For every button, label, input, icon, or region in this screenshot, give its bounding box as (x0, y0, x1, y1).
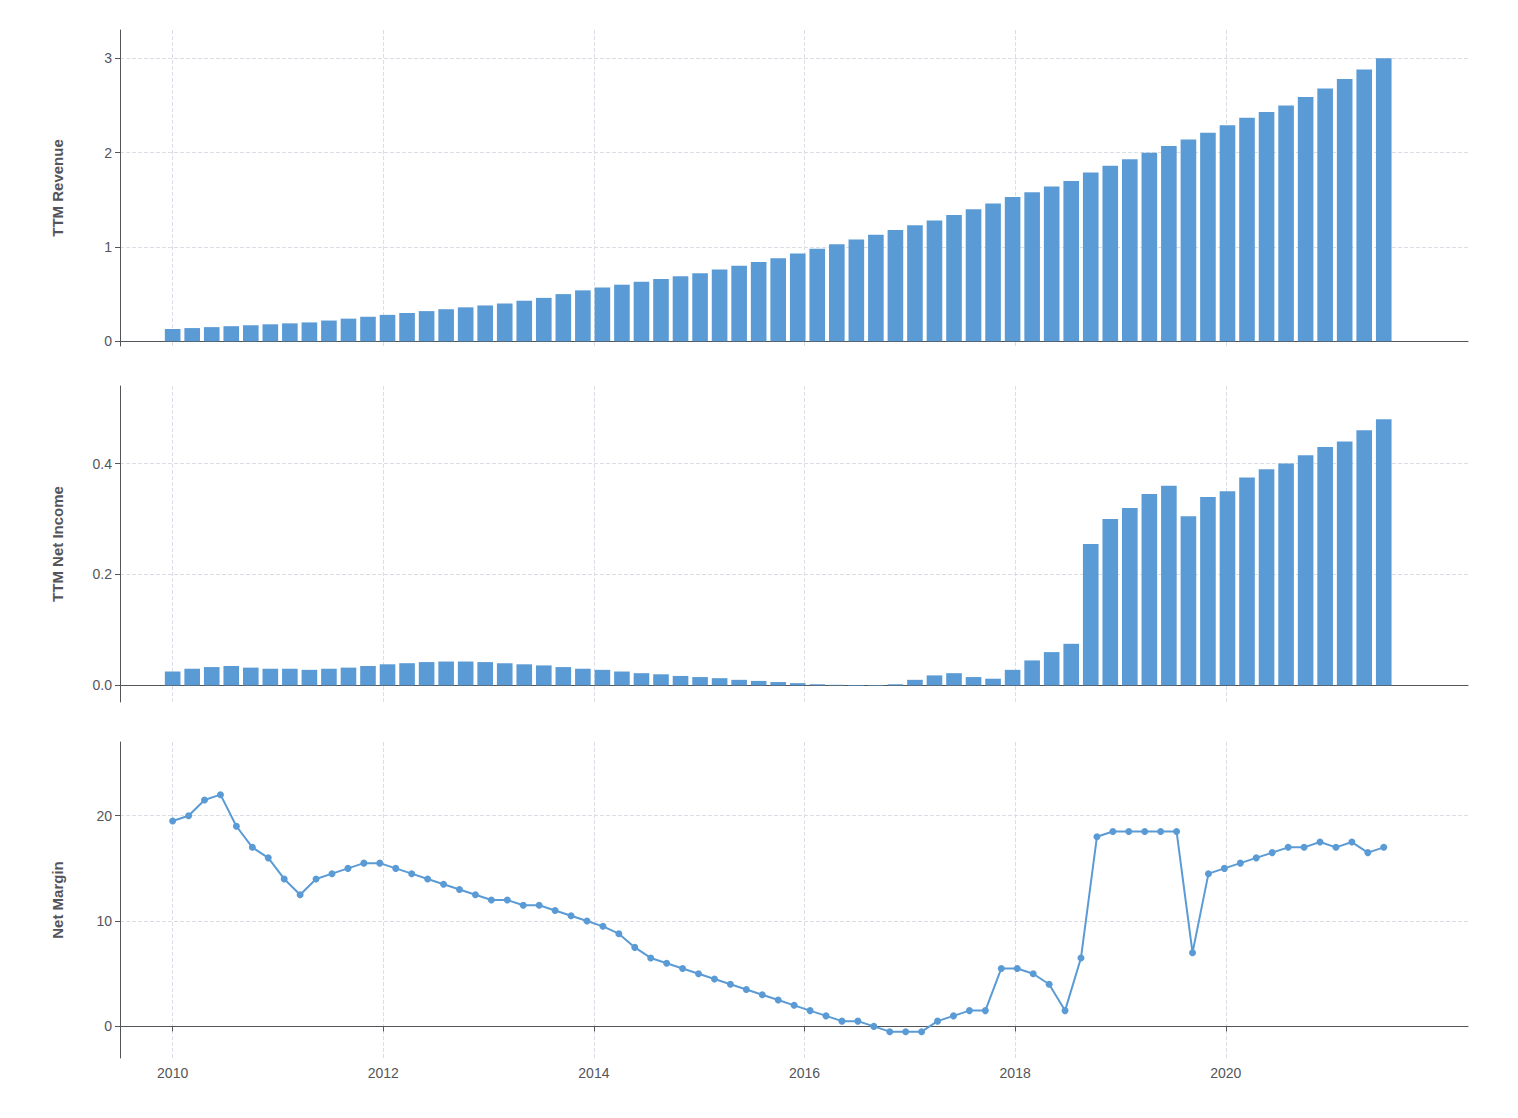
svg-text:2012: 2012 (368, 1065, 399, 1081)
svg-text:2014: 2014 (578, 1065, 609, 1081)
svg-text:0.2: 0.2 (93, 566, 113, 582)
svg-text:2016: 2016 (789, 1065, 820, 1081)
svg-text:TTM Revenue: TTM Revenue (49, 139, 66, 237)
svg-text:2010: 2010 (157, 1065, 188, 1081)
svg-text:3: 3 (104, 50, 112, 66)
svg-text:20: 20 (96, 808, 112, 824)
svg-text:2020: 2020 (1210, 1065, 1241, 1081)
svg-text:0.0: 0.0 (93, 677, 113, 693)
svg-text:TTM Net Income: TTM Net Income (49, 486, 66, 602)
svg-text:2018: 2018 (1000, 1065, 1031, 1081)
svg-text:1: 1 (104, 239, 112, 255)
svg-text:0: 0 (104, 333, 112, 349)
svg-text:2: 2 (104, 145, 112, 161)
svg-text:Net Margin: Net Margin (49, 861, 66, 939)
svg-text:10: 10 (96, 913, 112, 929)
svg-text:0: 0 (104, 1018, 112, 1034)
svg-text:0.4: 0.4 (93, 456, 113, 472)
